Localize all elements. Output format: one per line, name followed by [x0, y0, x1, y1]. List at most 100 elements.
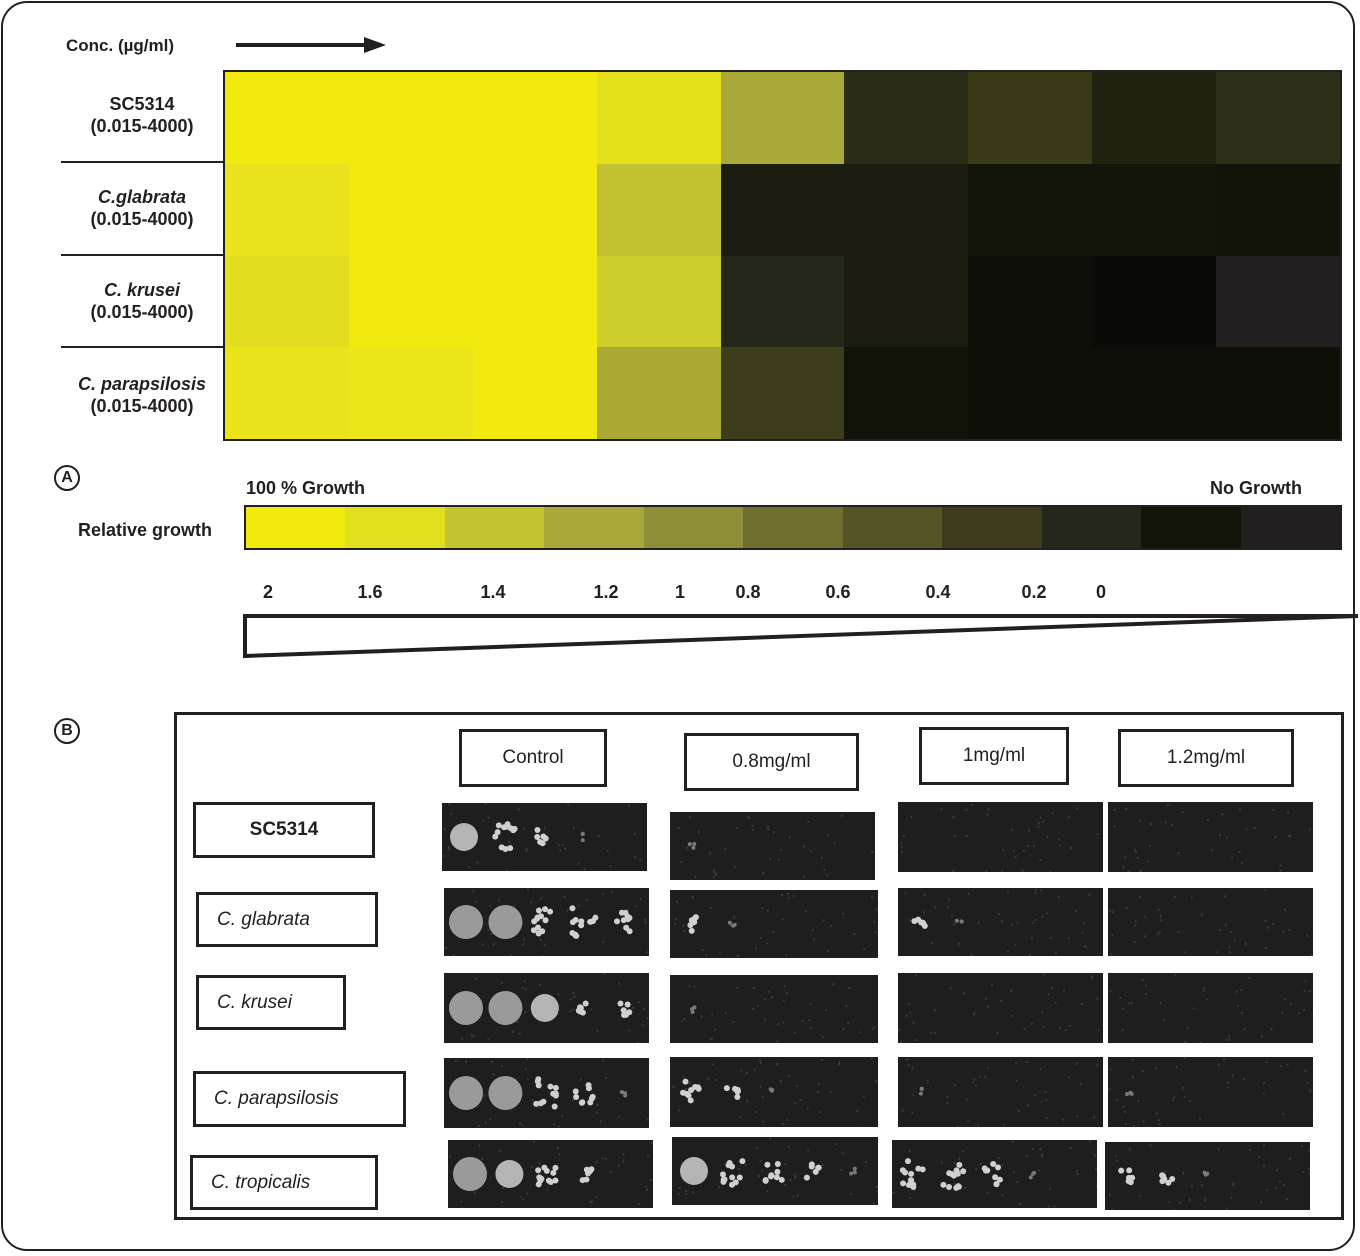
colony-dot: [580, 832, 585, 837]
heatmap-cells: [225, 72, 1340, 439]
colony-dot: [849, 1171, 854, 1176]
colony-dot: [585, 1082, 592, 1089]
legend-tick-label: 2: [262, 582, 274, 602]
heatmap-cell: [472, 72, 597, 164]
colony-spot: [449, 991, 483, 1025]
colony-dot: [589, 1093, 596, 1100]
heatmap-cell: [1092, 347, 1217, 439]
colony-dot: [1169, 1176, 1176, 1183]
colony-dot: [774, 1161, 781, 1168]
colony-dot: [1159, 1172, 1166, 1179]
spot-assay-plate: [898, 888, 1103, 956]
legend-tick-label: 1.2: [593, 582, 619, 602]
colony-dot: [778, 1176, 785, 1183]
strain-label: C. krusei: [196, 975, 346, 1030]
column-header: 1.2mg/ml: [1118, 729, 1294, 787]
colony-dot: [1165, 1179, 1172, 1186]
colony-dot: [542, 917, 549, 924]
spot-assay-plate: [670, 1057, 878, 1127]
colony-dot: [573, 932, 580, 939]
spot-assay-plate: [1108, 802, 1313, 872]
colony-dot: [727, 920, 732, 925]
legend-tick-label: 1.4: [480, 582, 506, 602]
spot-assay-plate: [444, 888, 649, 956]
colony-dot: [919, 1086, 924, 1091]
colony-dot: [618, 909, 625, 916]
colony-dot: [683, 1090, 690, 1097]
strain-name: C. parapsilosis: [77, 373, 207, 394]
colony-dot: [919, 919, 926, 926]
heatmap-row-label: C. krusei (0.015-4000): [61, 255, 223, 349]
colony-dot: [900, 1180, 907, 1187]
heatmap-cell: [720, 347, 845, 439]
strain-range: (0.015-4000): [90, 209, 194, 230]
colony-dot: [1125, 1092, 1130, 1097]
column-header: 1mg/ml: [919, 727, 1069, 785]
colony-dot: [904, 1158, 911, 1165]
colony-dot: [617, 1000, 624, 1007]
colony-dot: [1032, 1170, 1037, 1175]
colony-dot: [729, 1174, 736, 1181]
column-header: 0.8mg/ml: [684, 733, 859, 791]
heatmap-divider: [223, 70, 225, 441]
colony-dot: [551, 1103, 558, 1110]
legend-left-label: 100 % Growth: [246, 478, 366, 498]
colony-dot: [582, 1000, 589, 1007]
colony-dot: [580, 838, 585, 843]
spot-assay-plate: [444, 1058, 649, 1128]
strain-name: SC5314: [109, 94, 175, 115]
colony-dot: [990, 1160, 997, 1167]
legend-tick-label: 0.2: [1021, 582, 1047, 602]
heatmap-cell: [225, 255, 349, 348]
colony-dot: [535, 1167, 542, 1174]
colony-dot: [852, 1170, 857, 1175]
colony-dot: [719, 1171, 726, 1178]
legend-swatch: [444, 507, 545, 548]
panel-b-label: B: [54, 718, 80, 744]
colony-dot: [626, 928, 633, 935]
colony-dot: [533, 1100, 540, 1107]
colony-spot: [449, 905, 483, 939]
colony-dot: [995, 1164, 1002, 1171]
spot-assay-plate: [670, 975, 878, 1043]
colony-dot: [774, 1168, 781, 1175]
spot-assay-plate: [1108, 888, 1313, 956]
legend-right-label: No Growth: [1210, 478, 1302, 498]
legend-swatch: [544, 507, 644, 548]
heatmap-cell: [225, 347, 349, 439]
colony-dot: [1126, 1167, 1133, 1174]
colony-dot: [902, 1169, 909, 1176]
heatmap-cell: [1216, 255, 1340, 348]
strain-label: SC5314: [193, 802, 375, 858]
colony-dot: [537, 1177, 544, 1184]
heatmap-cell: [596, 347, 721, 439]
colony-dot: [959, 919, 964, 924]
spot-assay-plate: [442, 803, 647, 871]
colony-spot: [495, 1160, 524, 1188]
colony-spot: [488, 1076, 523, 1110]
legend-tick-label: 0.6: [825, 582, 851, 602]
colony-dot: [996, 1176, 1003, 1183]
legend-swatch: [743, 507, 843, 548]
colony-dot: [732, 1179, 739, 1186]
colony-dot: [579, 1177, 586, 1184]
colony-spot: [488, 991, 523, 1025]
colony-dot: [953, 1167, 960, 1174]
colony-dot: [815, 1164, 822, 1171]
colony-dot: [624, 1001, 631, 1008]
colony-dot: [729, 1163, 736, 1170]
colony-dot: [507, 845, 514, 852]
strain-range: (0.015-4000): [90, 116, 194, 137]
spot-assay-plate: [670, 890, 878, 958]
spot-assay-plate: [898, 802, 1103, 872]
legend-swatch: [246, 507, 346, 548]
colony-dot: [773, 1174, 780, 1181]
colony-dot: [535, 930, 542, 937]
colony-dot: [573, 1093, 580, 1100]
heatmap-cell: [1216, 72, 1340, 164]
colony-dot: [1129, 1174, 1136, 1181]
colony-dot: [578, 922, 585, 929]
legend-tick-label: 0.4: [925, 582, 951, 602]
colony-dot: [955, 1183, 962, 1190]
